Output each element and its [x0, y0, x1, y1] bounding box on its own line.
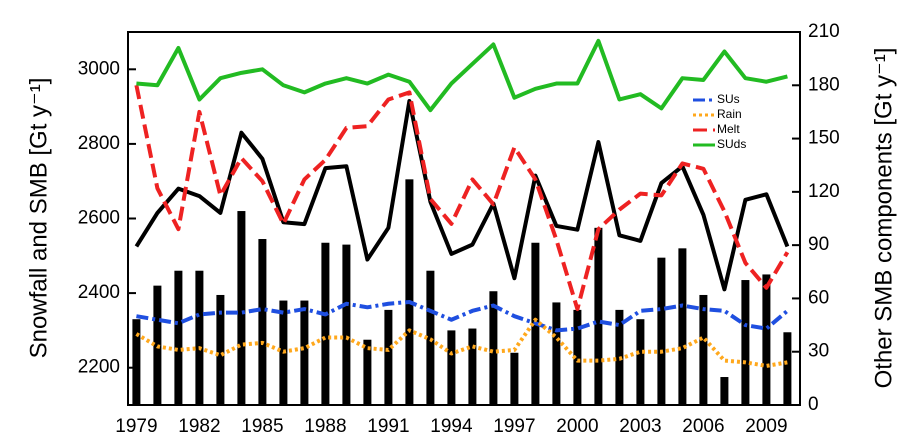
series-line [134, 84, 790, 312]
bar [258, 239, 267, 405]
x-tick-label: 1997 [493, 416, 535, 437]
series-line [135, 317, 788, 368]
y-axis-label: Snowfall and SMB [Gt y⁻¹] [25, 78, 52, 359]
y-tick-label: 3000 [78, 58, 120, 79]
bar [678, 248, 687, 405]
bar [468, 328, 477, 405]
y2-tick-label: 180 [808, 74, 840, 95]
bar [699, 294, 708, 405]
bar [342, 244, 351, 405]
bar [195, 270, 204, 405]
x-tick-label: 1985 [241, 416, 283, 437]
y-tick-label: 2600 [78, 208, 120, 229]
y-tick-label: 2800 [78, 133, 120, 154]
y-tick-label: 2400 [78, 282, 120, 303]
y-tick-label: 2200 [78, 357, 120, 378]
series-line [136, 299, 789, 333]
y2-tick-label: 0 [808, 394, 819, 415]
bar [363, 339, 372, 405]
series-line [134, 99, 790, 292]
bar [636, 319, 645, 405]
legend-label: Melt [717, 122, 740, 136]
x-tick-label: 1988 [304, 416, 346, 437]
bar [510, 352, 519, 405]
x-tick-label: 1994 [430, 416, 473, 437]
bar [552, 302, 561, 405]
bar [426, 270, 435, 405]
x-tick-label: 2009 [745, 416, 787, 437]
x-tick-label: 2003 [619, 416, 661, 437]
bar [300, 300, 309, 405]
y2-tick-label: 150 [808, 128, 840, 149]
legend-label: SUds [717, 137, 746, 151]
bar [405, 179, 414, 405]
bar [321, 242, 330, 405]
y2-tick-label: 30 [808, 341, 829, 362]
y2-tick-label: 210 [808, 21, 840, 42]
bar [489, 291, 498, 405]
plot-frame [127, 31, 801, 406]
bar [384, 309, 393, 405]
series-line [136, 38, 788, 113]
x-tick-label: 2006 [682, 416, 724, 437]
x-tick-label: 1979 [115, 416, 157, 437]
y2-tick-label: 60 [808, 287, 829, 308]
bar [573, 309, 582, 405]
x-tick-label: 2000 [556, 416, 598, 437]
bar [720, 377, 729, 405]
legend-label: Rain [717, 107, 742, 121]
x-tick-label: 1982 [178, 416, 220, 437]
bar [657, 257, 666, 405]
bar [783, 332, 792, 405]
bar [762, 274, 771, 405]
x-tick-label: 1991 [367, 416, 409, 437]
bar [174, 270, 183, 405]
bar [153, 285, 162, 405]
bar [237, 211, 246, 405]
bar [216, 294, 225, 405]
y2-tick-label: 120 [808, 181, 840, 202]
y2-tick-label: 90 [808, 234, 829, 255]
bar [741, 280, 750, 405]
bar [447, 330, 456, 405]
legend-label: SUs [717, 92, 740, 106]
bar [132, 319, 141, 405]
bar [594, 227, 603, 405]
y2-axis-label: Other SMB components [Gt y⁻¹] [870, 48, 897, 389]
